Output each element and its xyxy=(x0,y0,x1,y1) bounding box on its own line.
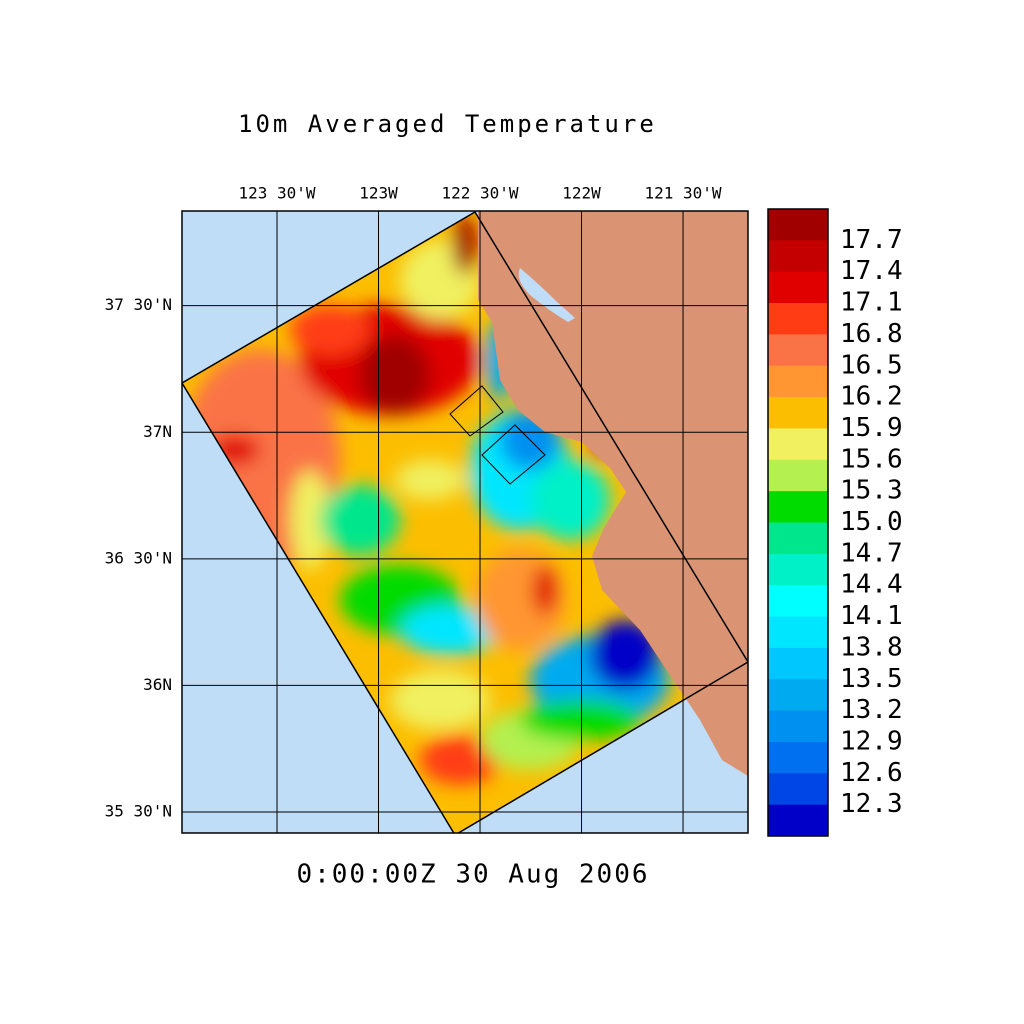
colorbar-bin xyxy=(768,240,828,273)
colorbar-bin xyxy=(768,585,828,618)
timestamp: 0:00:00Z 30 Aug 2006 xyxy=(296,860,649,890)
colorbar: 17.717.417.116.816.516.215.915.615.315.0… xyxy=(767,208,903,837)
colorbar-label: 15.6 xyxy=(840,444,903,474)
colorbar-label: 14.4 xyxy=(840,570,903,600)
map-frame xyxy=(181,210,749,834)
colorbar-label: 17.1 xyxy=(840,288,903,318)
colorbar-bin xyxy=(768,647,828,680)
lon-label: 123 30'W xyxy=(238,184,315,203)
colorbar-bin xyxy=(768,428,828,461)
colorbar-label: 16.2 xyxy=(840,382,903,412)
colorbar-bin xyxy=(768,522,828,555)
colorbar-label: 17.4 xyxy=(840,256,903,286)
bay xyxy=(518,268,575,322)
graticule xyxy=(182,211,748,833)
colorbar-label: 14.1 xyxy=(840,601,903,631)
colorbar-bin xyxy=(768,616,828,649)
colorbar-bin xyxy=(768,710,828,743)
colorbar-label: 15.3 xyxy=(840,476,903,506)
colorbar-label: 14.7 xyxy=(840,538,903,568)
nest-box xyxy=(481,424,546,485)
lon-label: 121 30'W xyxy=(645,184,722,203)
lat-label: 37N xyxy=(143,422,172,441)
colorbar-label: 13.5 xyxy=(840,664,903,694)
colorbar-bin xyxy=(768,804,828,837)
colorbar-bin xyxy=(768,553,828,586)
colorbar-bin xyxy=(768,679,828,712)
lon-label: 123W xyxy=(359,184,398,203)
colorbar-label: 15.0 xyxy=(840,507,903,537)
lat-label: 35 30'N xyxy=(105,801,172,820)
colorbar-label: 12.9 xyxy=(840,726,903,756)
lat-label: 36N xyxy=(143,675,172,694)
colorbar-frame xyxy=(767,208,829,837)
lon-label: 122W xyxy=(562,184,601,203)
colorbar-bin xyxy=(768,459,828,492)
colorbar-bin xyxy=(768,773,828,806)
colorbar-bin xyxy=(768,303,828,335)
colorbar-bin xyxy=(768,271,828,304)
colorbar-bin xyxy=(768,334,828,367)
colorbar-bin xyxy=(768,365,828,398)
colorbar-label: 17.7 xyxy=(840,225,903,255)
nest-box xyxy=(449,385,504,437)
colorbar-label: 13.8 xyxy=(840,632,903,662)
colorbar-bin xyxy=(768,491,828,523)
colorbar-label: 16.8 xyxy=(840,319,903,349)
colorbar-label: 16.5 xyxy=(840,350,903,380)
colorbar-bin xyxy=(768,397,828,429)
colorbar-bin xyxy=(768,741,828,774)
lat-label: 36 30'N xyxy=(105,548,172,567)
lon-label: 122 30'W xyxy=(441,184,518,203)
colorbar-label: 12.3 xyxy=(840,789,903,819)
colorbar-label: 13.2 xyxy=(840,695,903,725)
colorbar-label: 12.6 xyxy=(840,758,903,788)
domain-outline xyxy=(182,211,748,833)
axis-labels: 123 30'W 123W 122 30'W 122W 121 30'W 37 30'N 3… xyxy=(105,184,722,821)
land xyxy=(478,211,748,776)
colorbar-label: 15.9 xyxy=(840,413,903,443)
lat-label: 37 30'N xyxy=(105,295,172,314)
colorbar-bin xyxy=(768,209,828,241)
map-title: 10m Averaged Temperature xyxy=(238,110,657,138)
map-area xyxy=(182,211,748,833)
